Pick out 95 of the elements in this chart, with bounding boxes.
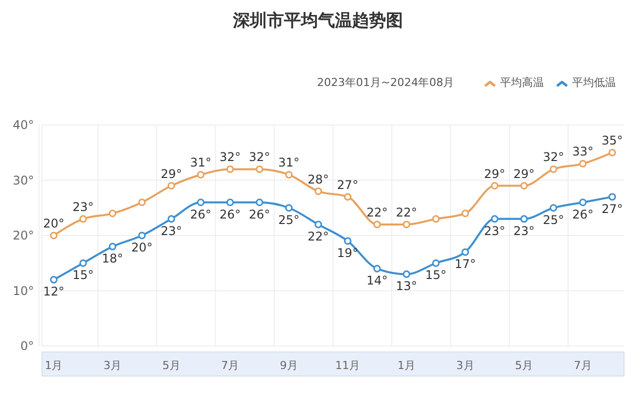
data-label: 35°	[602, 134, 623, 148]
data-label: 26°	[190, 207, 212, 222]
point	[108, 242, 116, 250]
x-tick-label: 1月	[397, 359, 416, 372]
point	[344, 193, 352, 201]
point	[608, 193, 616, 201]
point	[490, 182, 498, 190]
point	[138, 232, 146, 240]
point	[226, 165, 234, 173]
data-label: 31°	[278, 156, 300, 170]
data-label: 23°	[513, 224, 535, 238]
data-label: 18°	[102, 252, 124, 266]
data-label: 25°	[278, 212, 300, 227]
point	[226, 198, 234, 206]
y-tick-label: 30°	[12, 173, 34, 188]
x-tick-label: 5月	[162, 359, 180, 372]
point	[520, 182, 528, 190]
x-tick-label: 9月	[280, 359, 298, 372]
point	[285, 170, 293, 178]
data-label: 20°	[43, 216, 64, 230]
data-label: 32°	[248, 150, 270, 164]
legend-label: 平均高温	[500, 76, 544, 89]
data-label: 22°	[396, 205, 418, 220]
data-label: 25°	[542, 212, 564, 227]
x-tick-label: 3月	[104, 359, 122, 372]
point	[314, 188, 322, 196]
x-tick-label: 7月	[221, 359, 240, 372]
point	[579, 160, 587, 168]
y-tick-label: 10°	[12, 284, 34, 298]
y-tick-label: 20°	[12, 228, 34, 242]
data-label: 23°	[160, 224, 182, 238]
point	[579, 198, 587, 206]
point	[462, 210, 470, 218]
data-label: 29°	[160, 166, 182, 181]
point	[50, 232, 58, 240]
legend-label: 平均低温	[572, 76, 616, 89]
data-label: 32°	[219, 150, 241, 164]
point	[314, 220, 322, 228]
point	[490, 215, 498, 223]
point	[432, 259, 440, 267]
data-label: 15°	[72, 268, 94, 282]
data-label: 27°	[337, 178, 358, 192]
data-label: 27°	[602, 202, 623, 216]
data-label: 17°	[454, 257, 476, 272]
x-tick-label: 7月	[574, 359, 592, 372]
data-label: 29°	[484, 166, 506, 181]
data-label: 26°	[248, 207, 270, 222]
point	[550, 165, 558, 173]
y-tick-label: 40°	[12, 118, 34, 132]
data-label: 32°	[542, 150, 564, 164]
data-label: 23°	[484, 224, 506, 238]
point	[256, 165, 264, 173]
data-label: 12°	[43, 284, 64, 299]
point	[373, 264, 381, 272]
point	[79, 259, 87, 267]
data-label: 19°	[337, 246, 358, 260]
chart-subtitle: 2023年01月~2024年08月	[317, 76, 454, 89]
x-tick-label: 3月	[456, 359, 474, 372]
chart-title: 深圳市平均气温趋势图	[232, 11, 403, 31]
x-tick-label: 5月	[515, 359, 534, 372]
point	[520, 215, 528, 223]
point	[196, 170, 204, 178]
point	[138, 198, 146, 206]
point	[373, 220, 381, 228]
point	[402, 270, 410, 278]
point	[402, 220, 410, 228]
data-label: 23°	[72, 200, 94, 214]
y-tick-label: 0°	[20, 339, 34, 353]
data-label: 15°	[425, 268, 447, 282]
point	[168, 215, 176, 223]
point	[550, 204, 558, 212]
point	[432, 215, 440, 223]
data-label: 31°	[190, 156, 212, 170]
data-label: 29°	[513, 166, 535, 181]
x-tick-label: 11月	[335, 359, 360, 372]
point	[79, 215, 87, 223]
point	[608, 148, 616, 156]
data-label: 22°	[366, 205, 388, 220]
point	[196, 198, 204, 206]
data-label: 22°	[308, 229, 329, 244]
point	[108, 210, 116, 218]
data-label: 13°	[396, 279, 418, 294]
data-label: 28°	[308, 172, 329, 186]
data-label: 26°	[219, 207, 241, 222]
point	[344, 237, 352, 245]
point	[168, 182, 176, 190]
data-label: 20°	[131, 240, 153, 254]
data-label: 14°	[366, 274, 388, 288]
data-label: 26°	[572, 207, 594, 222]
point	[462, 248, 470, 256]
point	[50, 276, 58, 284]
point	[256, 198, 264, 206]
x-tick-label: 1月	[44, 359, 63, 372]
point	[285, 204, 293, 212]
data-label: 33°	[572, 144, 594, 159]
